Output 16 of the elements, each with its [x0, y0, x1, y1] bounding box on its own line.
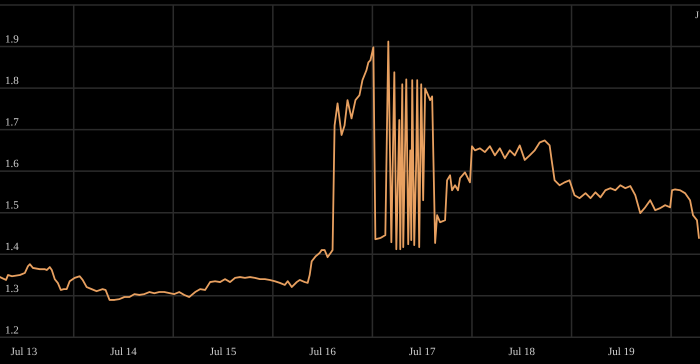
- x-tick-label: Jul 14: [110, 346, 138, 358]
- x-tick-label: Jul 18: [508, 346, 536, 358]
- y-tick-label: 1.5: [5, 200, 20, 212]
- y-tick-label: 1.4: [5, 241, 20, 254]
- x-tick-label: Jul 13: [10, 346, 38, 358]
- y-tick-label: 1.2: [5, 324, 19, 336]
- y-tick-label: 1.8: [5, 75, 20, 88]
- x-tick-label: Jul 19: [608, 346, 636, 358]
- x-tick-label: Jul 15: [210, 346, 237, 358]
- x-tick-label: Jul 16: [309, 346, 336, 358]
- y-tick-label: 1.3: [5, 282, 20, 295]
- annotation: J: [695, 10, 700, 21]
- y-tick-label: 1.9: [5, 34, 20, 46]
- y-tick-label: 1.6: [5, 158, 20, 170]
- x-tick-label: Jul 17: [408, 346, 436, 358]
- y-tick-label: 1.7: [5, 116, 20, 129]
